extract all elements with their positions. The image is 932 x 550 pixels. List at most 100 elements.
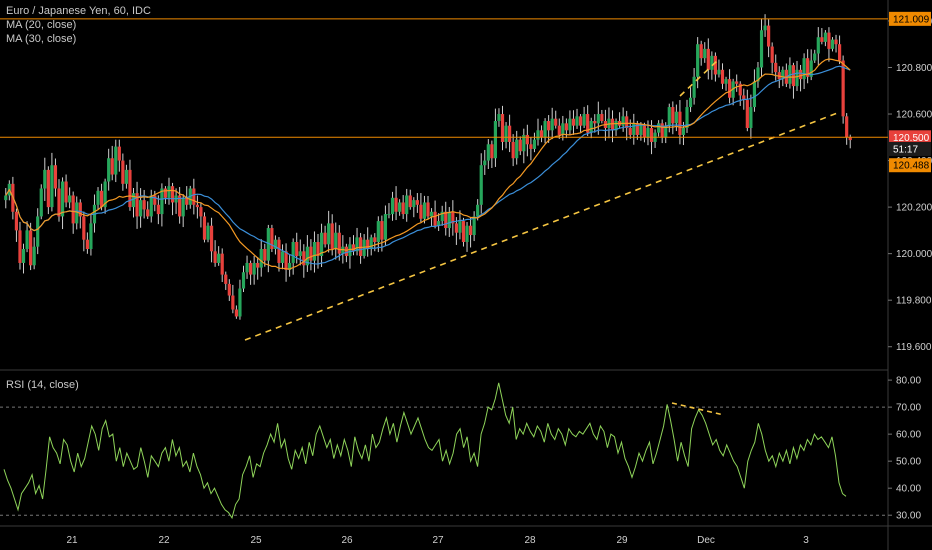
candle[interactable] <box>703 42 707 63</box>
candle[interactable] <box>468 217 473 248</box>
candle[interactable] <box>298 239 302 266</box>
candle[interactable] <box>89 214 93 256</box>
candle[interactable] <box>43 157 47 201</box>
candle[interactable] <box>383 205 388 247</box>
time-axis[interactable]: 21 22 25 26 27 28 29 Dec 3 <box>66 535 809 546</box>
candle[interactable] <box>685 99 689 133</box>
candle[interactable] <box>437 213 441 231</box>
candle[interactable] <box>351 235 356 256</box>
candle[interactable] <box>749 94 753 139</box>
candle[interactable] <box>642 122 647 143</box>
candle[interactable] <box>319 223 324 267</box>
candle[interactable] <box>82 211 86 252</box>
candle[interactable] <box>625 110 629 141</box>
candle[interactable] <box>795 60 799 92</box>
candle[interactable] <box>39 184 43 220</box>
candle[interactable] <box>160 183 164 227</box>
candle[interactable] <box>273 235 278 255</box>
candle[interactable] <box>504 122 508 149</box>
candle[interactable] <box>25 221 29 253</box>
candle[interactable] <box>767 19 771 58</box>
candle[interactable] <box>433 200 437 229</box>
candle[interactable] <box>497 108 501 127</box>
candle[interactable] <box>415 193 419 213</box>
candle[interactable] <box>727 69 732 104</box>
candle[interactable] <box>426 196 430 220</box>
candle[interactable] <box>213 240 217 267</box>
candle[interactable] <box>628 119 632 139</box>
candle[interactable] <box>312 231 317 273</box>
candle[interactable] <box>401 195 405 220</box>
candle[interactable] <box>263 243 267 267</box>
candle[interactable] <box>156 195 160 225</box>
candle[interactable] <box>589 117 593 139</box>
rsi-divergence-trendline[interactable] <box>671 402 725 416</box>
candle[interactable] <box>646 120 650 146</box>
support-trendline[interactable] <box>244 111 841 341</box>
candle[interactable] <box>142 189 146 219</box>
candle[interactable] <box>834 34 838 53</box>
candle[interactable] <box>199 202 203 228</box>
candle[interactable] <box>60 177 65 230</box>
candle[interactable] <box>96 187 100 210</box>
candle[interactable] <box>717 59 721 78</box>
candle[interactable] <box>802 53 806 90</box>
candle[interactable] <box>731 78 735 106</box>
candle[interactable] <box>632 113 636 145</box>
candle[interactable] <box>617 112 622 129</box>
price-pane[interactable] <box>0 14 888 341</box>
candle[interactable] <box>280 244 285 270</box>
candle[interactable] <box>245 255 249 279</box>
candle[interactable] <box>14 208 19 242</box>
candle[interactable] <box>543 118 547 144</box>
candle[interactable] <box>366 227 370 257</box>
candle[interactable] <box>135 181 139 229</box>
candle[interactable] <box>110 145 114 181</box>
candle[interactable] <box>827 27 831 62</box>
candle[interactable] <box>837 35 842 65</box>
candle[interactable] <box>532 132 537 153</box>
candle[interactable] <box>241 265 246 293</box>
candle[interactable] <box>75 196 79 230</box>
candle[interactable] <box>422 195 427 224</box>
candle[interactable] <box>788 57 792 89</box>
candle[interactable] <box>4 188 8 209</box>
candle[interactable] <box>596 101 600 135</box>
candle[interactable] <box>348 237 352 269</box>
candle[interactable] <box>32 237 36 270</box>
candle[interactable] <box>114 139 118 183</box>
candle[interactable] <box>227 279 231 301</box>
candle[interactable] <box>131 187 136 218</box>
candle[interactable] <box>202 212 207 243</box>
candle[interactable] <box>830 37 835 52</box>
candle[interactable] <box>511 134 515 167</box>
candle[interactable] <box>529 137 533 161</box>
candle[interactable] <box>724 76 728 91</box>
candle[interactable] <box>593 114 597 133</box>
candle[interactable] <box>472 211 476 242</box>
candle[interactable] <box>657 120 661 137</box>
candle[interactable] <box>575 108 579 129</box>
candle[interactable] <box>774 54 778 81</box>
candle[interactable] <box>752 69 757 112</box>
candle[interactable] <box>713 52 717 82</box>
candle[interactable] <box>550 107 554 140</box>
candle[interactable] <box>53 158 58 197</box>
candle[interactable] <box>103 178 107 214</box>
candle[interactable] <box>209 217 214 263</box>
candle[interactable] <box>288 255 292 277</box>
candle[interactable] <box>515 130 519 165</box>
candle[interactable] <box>600 109 604 124</box>
candle[interactable] <box>479 153 483 214</box>
candle[interactable] <box>248 260 253 285</box>
candle[interactable] <box>121 153 125 191</box>
candle[interactable] <box>770 42 774 74</box>
candle[interactable] <box>124 164 129 189</box>
candle[interactable] <box>149 189 153 223</box>
candle[interactable] <box>206 222 210 243</box>
candle[interactable] <box>337 225 341 261</box>
candle[interactable] <box>57 179 61 222</box>
candle[interactable] <box>21 243 26 274</box>
candle[interactable] <box>738 81 742 106</box>
